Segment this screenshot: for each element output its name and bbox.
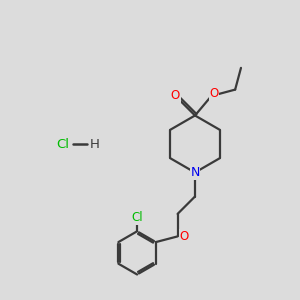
Text: O: O (180, 230, 189, 243)
Text: Cl: Cl (131, 211, 143, 224)
Text: O: O (171, 89, 180, 103)
Text: O: O (209, 87, 218, 100)
Text: H: H (90, 137, 99, 151)
Text: N: N (190, 166, 200, 179)
Text: Cl: Cl (56, 137, 70, 151)
